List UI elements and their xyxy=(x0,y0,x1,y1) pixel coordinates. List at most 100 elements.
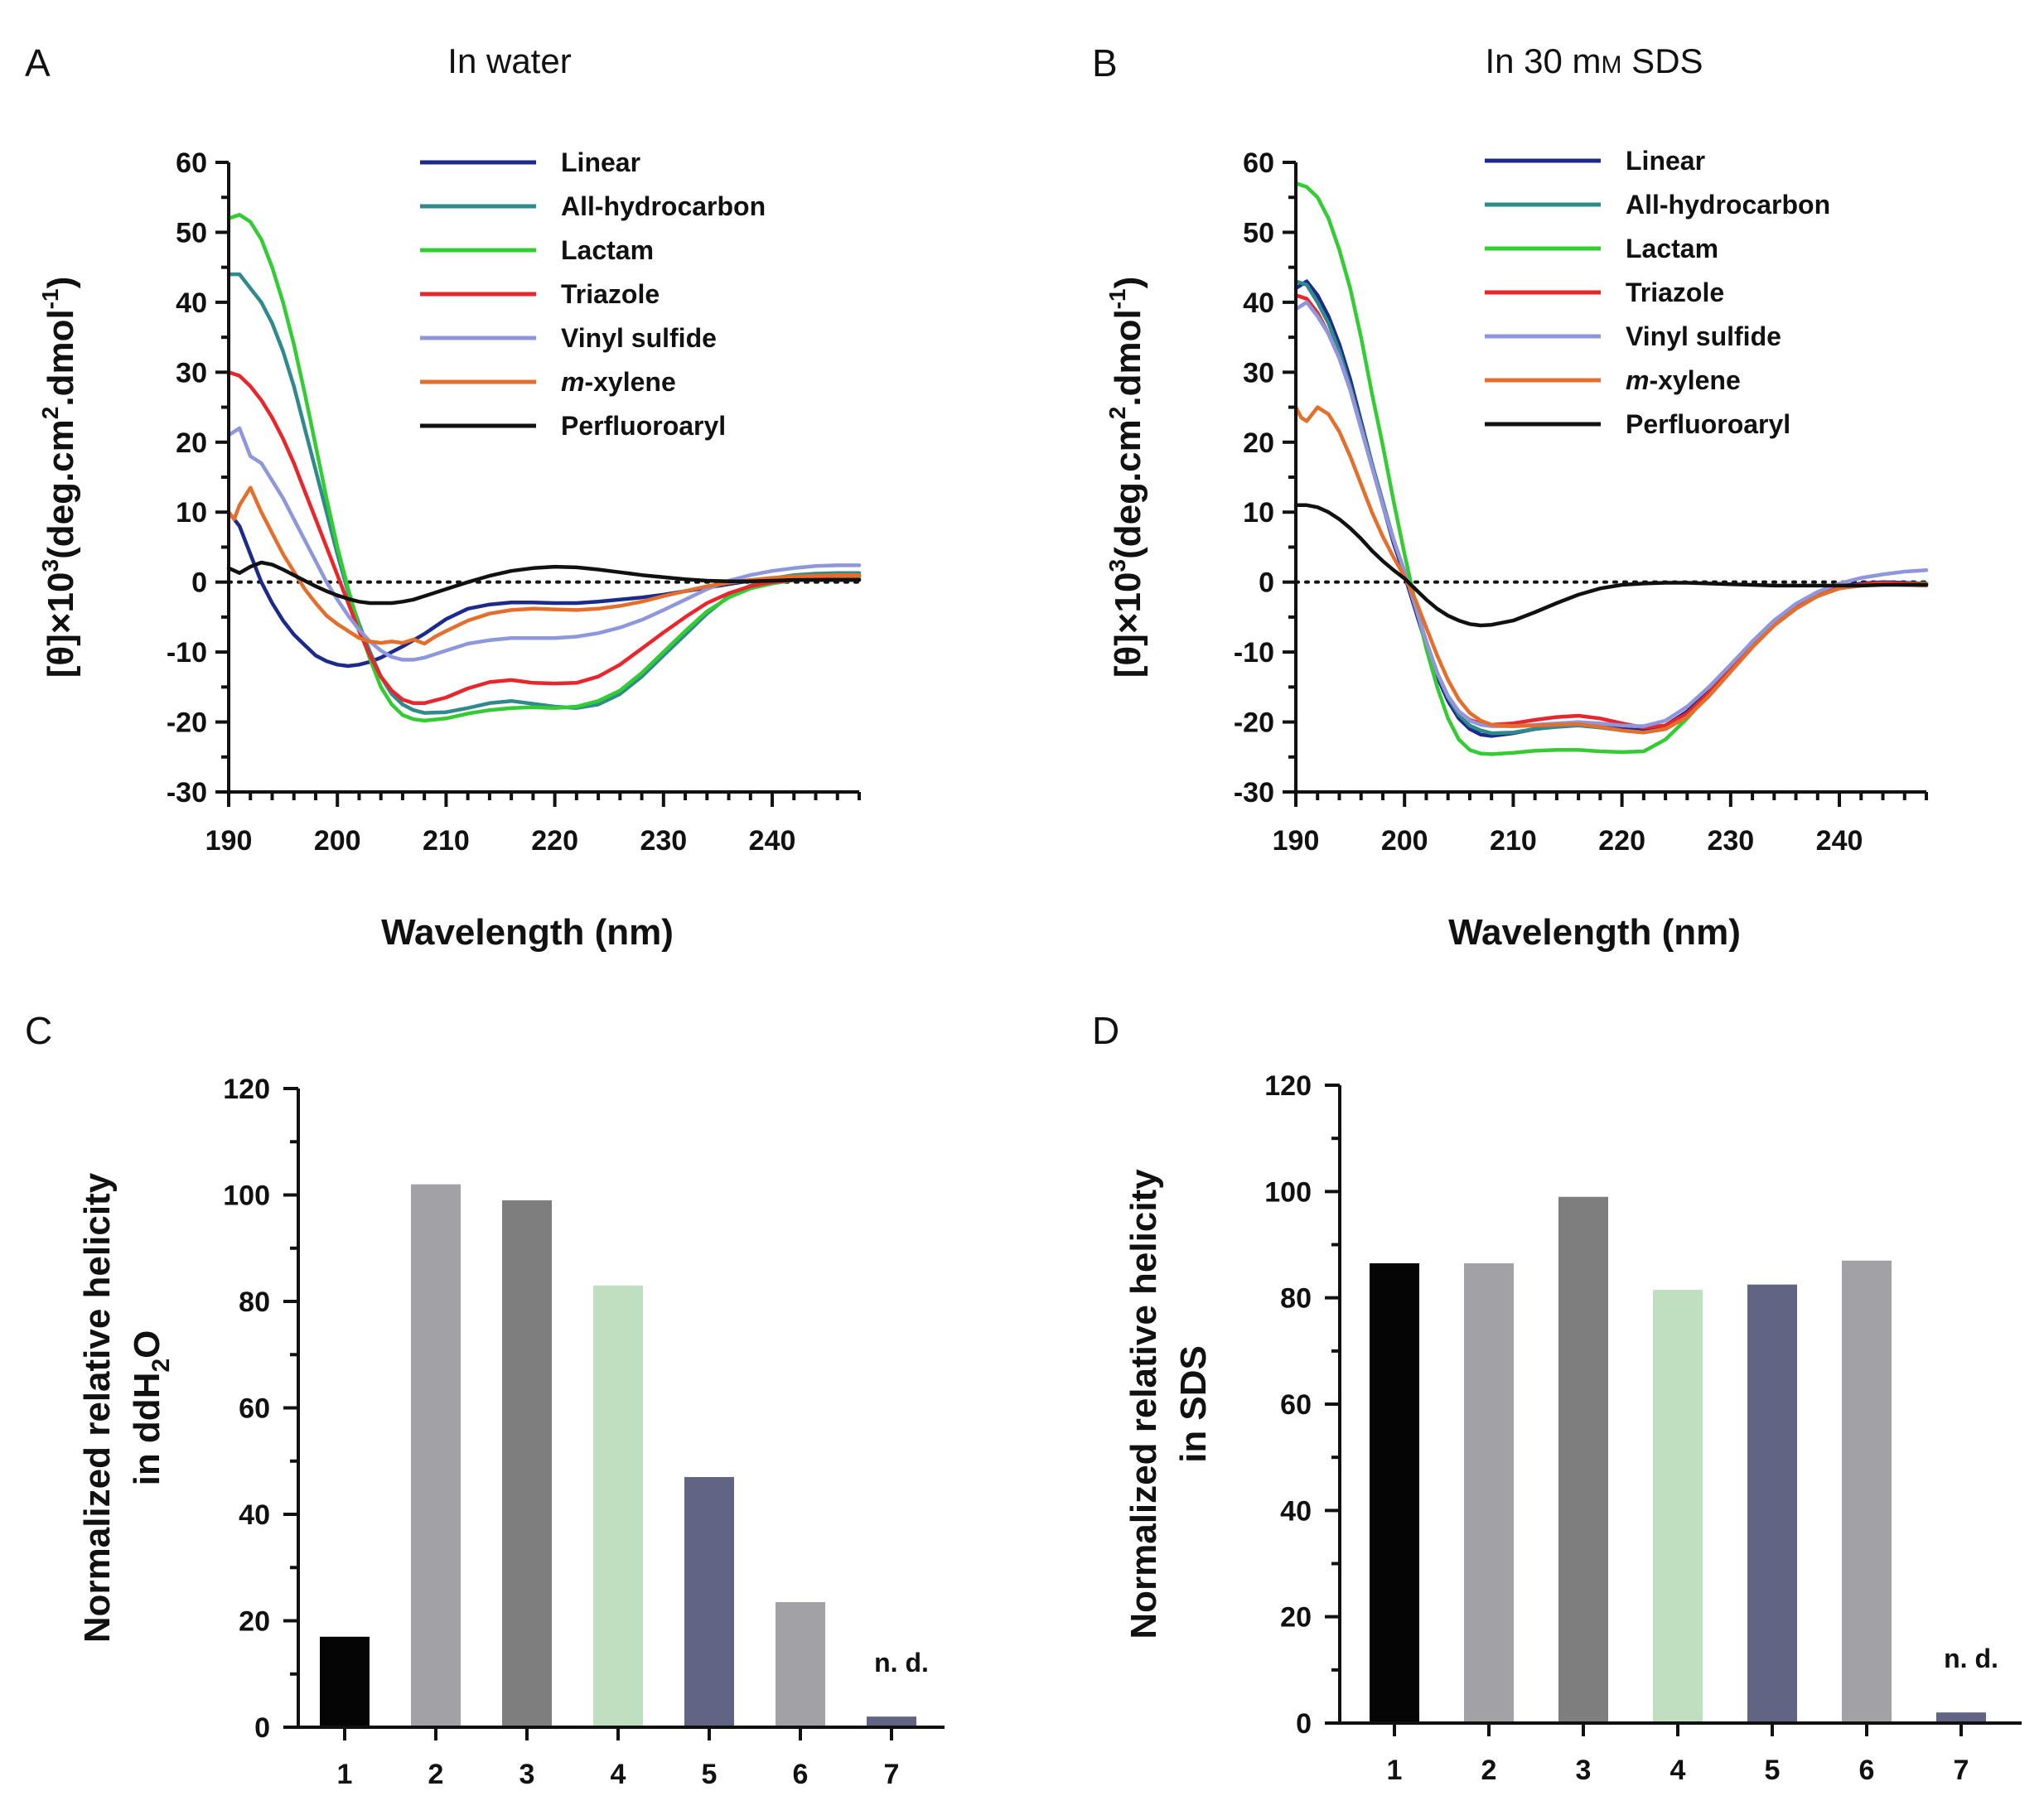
y-axis-title: [θ]×103(deg.cm2.dmol-1) xyxy=(37,277,81,678)
y-tick-label: 40 xyxy=(1243,287,1274,319)
y-tick-label: -20 xyxy=(1234,707,1274,739)
y-title-part: (deg.cm xyxy=(41,419,81,559)
y-tick-label: 120 xyxy=(223,1074,270,1105)
series-line-vinyl-sulfide xyxy=(1293,300,1929,728)
y-axis-title: [θ]×103(deg.cm2.dmol-1) xyxy=(1104,277,1148,678)
x-tick-label: 3 xyxy=(1576,1755,1592,1786)
bar-3 xyxy=(1558,1196,1608,1723)
bar-2 xyxy=(411,1184,461,1727)
series-line-m-xylene xyxy=(226,485,862,646)
x-tick-label: 210 xyxy=(423,825,470,857)
bar-3 xyxy=(502,1200,552,1727)
y-title-subscript: 2 xyxy=(147,1359,175,1373)
y-tick-label: 60 xyxy=(239,1393,270,1425)
x-tick-label: 220 xyxy=(1598,825,1645,857)
y-tick-label: -20 xyxy=(167,707,207,739)
x-tick-label: 1 xyxy=(337,1759,353,1790)
legend-label-text: Vinyl sulfide xyxy=(561,323,717,353)
y-tick-label: -30 xyxy=(167,777,207,809)
y-title-part: [θ]×10 xyxy=(1108,572,1148,678)
legend-label-text: Linear xyxy=(561,147,640,177)
x-tick-label: 2 xyxy=(1481,1755,1497,1786)
x-tick-label: 5 xyxy=(1765,1755,1781,1786)
legend-label: All-hydrocarbon xyxy=(561,191,766,221)
legend-label: Lactam xyxy=(561,235,654,265)
bar-5 xyxy=(684,1477,734,1727)
y-tick-label: 0 xyxy=(1259,567,1274,599)
y-tick-label: 20 xyxy=(176,427,207,459)
y-tick-label: 50 xyxy=(176,217,207,249)
y-tick-label: 20 xyxy=(1243,427,1274,459)
y-tick-label: 0 xyxy=(191,567,207,599)
y-title-part: .dmol xyxy=(41,309,81,406)
x-tick-label: 7 xyxy=(884,1759,900,1790)
panel-c-bar-chart: C 0 20 40 60 80 100 120 1 2 3 4 5 6 7 n. d. Normalized r… xyxy=(25,1009,945,1790)
y-title-superscript: -1 xyxy=(1104,288,1130,309)
y-title-part: O xyxy=(127,1330,167,1359)
y-tick-label: 0 xyxy=(1296,1708,1312,1740)
series-line-all-hydrocarbon xyxy=(1293,279,1929,736)
y-tick-label: 60 xyxy=(1243,147,1274,179)
bar-2 xyxy=(1464,1262,1514,1723)
y-tick-label: -10 xyxy=(1234,637,1274,669)
bar-4 xyxy=(593,1285,643,1727)
y-tick-label: 10 xyxy=(176,497,207,529)
y-tick-label: 80 xyxy=(239,1287,270,1318)
x-tick-label: 6 xyxy=(1859,1755,1875,1786)
x-tick-label: 240 xyxy=(1816,825,1863,857)
legend-label-text: All-hydrocarbon xyxy=(1626,190,1830,220)
x-tick-label: 220 xyxy=(531,825,578,857)
legend-label: All-hydrocarbon xyxy=(1626,190,1830,220)
y-axis-title-line1: Normalized relative helicity xyxy=(77,1172,118,1643)
title-part-smallcaps: M xyxy=(1602,51,1622,79)
y-tick-label: 80 xyxy=(1280,1283,1312,1315)
bar-7 xyxy=(867,1716,916,1727)
x-tick-label: 7 xyxy=(1954,1755,1969,1786)
legend-label: Perfluoroaryl xyxy=(561,411,726,441)
y-tick-label: 40 xyxy=(1280,1495,1312,1527)
series-line-lactam xyxy=(1293,181,1929,756)
legend-label-text: Linear xyxy=(1626,146,1705,176)
panel-letter: C xyxy=(25,1009,52,1052)
legend-label-italic-prefix: m xyxy=(1626,365,1649,395)
not-determined-label: n. d. xyxy=(1944,1644,1998,1673)
legend-label-italic-prefix: m xyxy=(561,367,584,397)
y-tick-label: 20 xyxy=(1280,1602,1312,1634)
legend-label: Linear xyxy=(561,147,640,177)
legend-label: m-xylene xyxy=(561,367,676,397)
x-tick-label: 3 xyxy=(519,1759,535,1790)
x-tick-label: 5 xyxy=(702,1759,718,1790)
bar-1 xyxy=(1370,1262,1419,1723)
legend-label: Triazole xyxy=(1626,278,1724,307)
y-tick-label: 30 xyxy=(176,357,207,389)
legend-label-text: Triazole xyxy=(561,279,660,309)
not-determined-label: n. d. xyxy=(874,1648,929,1678)
x-tick-label: 1 xyxy=(1387,1755,1403,1786)
legend-label-text: Lactam xyxy=(561,235,654,265)
panel-a-line-chart: A In water -30 -20 -10 0 10 20 30 40 50 60 190 200 210… xyxy=(25,41,862,953)
bar-6 xyxy=(1842,1260,1892,1723)
x-tick-label: 230 xyxy=(640,825,687,857)
legend-label: Triazole xyxy=(561,279,660,309)
legend-label-text: Perfluoroaryl xyxy=(561,411,726,441)
x-tick-label: 2 xyxy=(428,1759,444,1790)
x-tick-label: 190 xyxy=(1273,825,1320,857)
legend-label-text: All-hydrocarbon xyxy=(561,191,766,221)
legend: Linear All-hydrocarbon Lactam Triazole Vinyl… xyxy=(420,147,766,441)
y-tick-label: 120 xyxy=(1264,1070,1312,1102)
series-line-lactam xyxy=(226,213,862,723)
series-line-triazole xyxy=(1293,293,1929,730)
y-tick-label: 30 xyxy=(1243,357,1274,389)
y-tick-label: -10 xyxy=(167,637,207,669)
legend-label-rest: -xylene xyxy=(1649,365,1740,395)
y-title-part: ) xyxy=(41,277,81,289)
legend-label: Perfluoroaryl xyxy=(1626,409,1790,439)
x-tick-label: 200 xyxy=(1381,825,1428,857)
x-tick-label: 4 xyxy=(1670,1755,1686,1786)
x-tick-label: 200 xyxy=(314,825,361,857)
y-tick-label: 60 xyxy=(176,147,207,179)
x-tick-label: 230 xyxy=(1707,825,1754,857)
y-axis-title-line1: Normalized relative helicity xyxy=(1123,1169,1164,1639)
y-title-superscript: 3 xyxy=(37,559,63,572)
x-tick-label: 190 xyxy=(205,825,253,857)
